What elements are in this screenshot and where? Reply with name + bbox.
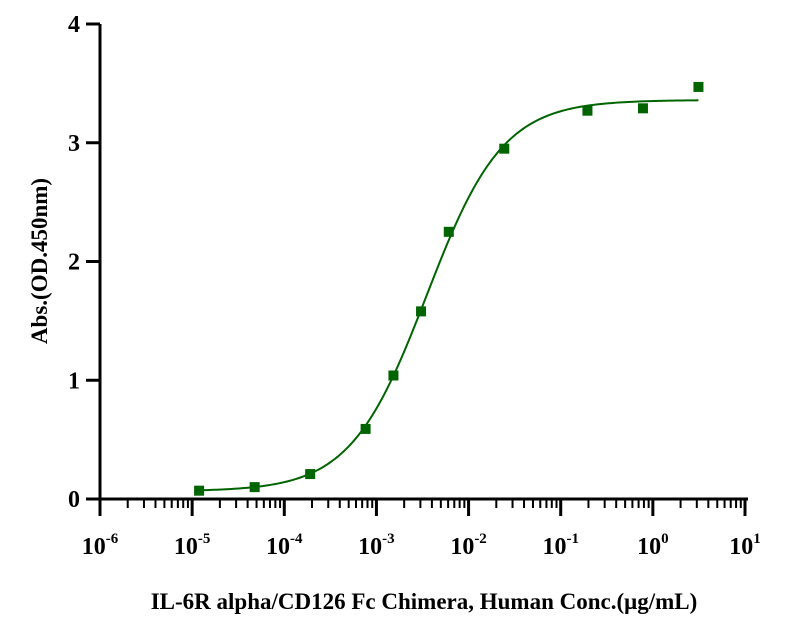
data-point <box>693 81 704 92</box>
data-point <box>443 226 454 237</box>
data-point <box>249 482 260 493</box>
x-tick-label: 10-5 <box>174 531 211 560</box>
data-point <box>360 423 371 434</box>
y-axis-title: Abs.(OD.450nm) <box>27 178 52 344</box>
data-point <box>388 370 399 381</box>
x-tick-label: 10-1 <box>542 531 579 560</box>
data-point <box>416 306 427 317</box>
x-tick-label: 101 <box>729 531 761 560</box>
data-point <box>499 143 510 154</box>
y-tick-label: 3 <box>68 131 80 157</box>
data-point <box>637 103 648 114</box>
data-point <box>582 105 593 116</box>
data-point <box>194 485 205 496</box>
fit-curve <box>199 99 699 492</box>
x-tick-label: 100 <box>637 531 669 560</box>
y-axis: 0 1 2 3 4 <box>68 12 102 513</box>
x-tick-label: 10-3 <box>358 531 395 560</box>
data-point <box>305 469 316 480</box>
x-axis: 10-6 10-5 10-4 10-3 10-2 10-1 100 101 <box>82 497 761 560</box>
data-points <box>194 81 704 496</box>
x-tick-label: 10-2 <box>450 531 487 560</box>
x-axis-title: IL-6R alpha/CD126 Fc Chimera, Human Conc… <box>151 589 698 614</box>
x-tick-label: 10-6 <box>82 531 119 560</box>
y-tick-label: 4 <box>68 12 80 38</box>
y-tick-label: 1 <box>68 368 80 394</box>
y-tick-label: 2 <box>68 250 80 276</box>
x-tick-label: 10-4 <box>266 531 303 560</box>
y-tick-label: 0 <box>68 487 80 513</box>
